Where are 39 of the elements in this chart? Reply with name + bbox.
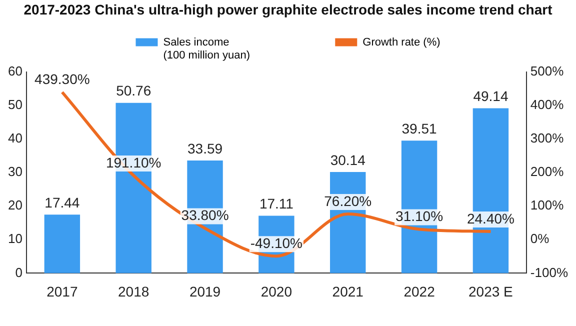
data-label: 31.10% — [396, 208, 444, 224]
y-tick-label: 10 — [8, 231, 22, 246]
y-tick-label: 30 — [8, 164, 22, 180]
data-label: 39.51 — [402, 120, 438, 136]
x-tick-label: 2019 — [189, 283, 221, 300]
data-label: 33.59 — [187, 140, 223, 156]
data-label: 191.10% — [106, 154, 162, 170]
y-tick-label: 60 — [8, 63, 22, 78]
data-label: 76.20% — [324, 192, 372, 209]
y2-tick-label: 200% — [530, 164, 564, 180]
chart-title: 2017-2023 China's ultra-high power graphite electrode sales income trend chart — [24, 1, 553, 18]
x-tick-label: 2023 E — [468, 283, 513, 300]
data-label: 24.40% — [466, 210, 514, 226]
x-tick-label: 2021 — [332, 283, 364, 300]
y-tick-label: 20 — [8, 198, 22, 213]
x-tick-label: 2017 — [46, 283, 78, 300]
y2-tick-label: 100% — [530, 198, 564, 213]
bar — [44, 214, 80, 274]
y2-tick-label: -100% — [530, 264, 568, 280]
y2-tick-label: 500% — [530, 63, 564, 78]
data-label: 30.14 — [330, 152, 366, 168]
data-label: 17.44 — [44, 194, 80, 211]
data-label: 49.14 — [473, 88, 508, 104]
data-label: 439.30% — [34, 71, 90, 88]
y-tick-label: 40 — [8, 130, 22, 146]
y2-tick-label: 300% — [530, 130, 564, 146]
data-label: 50.76 — [116, 82, 152, 99]
data-label: 17.11 — [259, 196, 294, 212]
legend-label: Growth rate (%) — [362, 36, 440, 48]
legend-label: Sales income (100 million yuan) — [163, 36, 250, 62]
y2-tick-label: 400% — [530, 96, 564, 112]
y-tick-label: 50 — [8, 96, 22, 112]
x-tick-label: 2018 — [118, 283, 150, 300]
data-label: -49.10% — [250, 234, 303, 251]
x-tick-label: 2020 — [260, 283, 292, 300]
y2-tick-label: 0% — [530, 231, 550, 246]
data-label: 33.80% — [181, 207, 229, 224]
x-tick-label: 2022 — [404, 283, 436, 300]
y-tick-label: 0 — [15, 264, 22, 280]
